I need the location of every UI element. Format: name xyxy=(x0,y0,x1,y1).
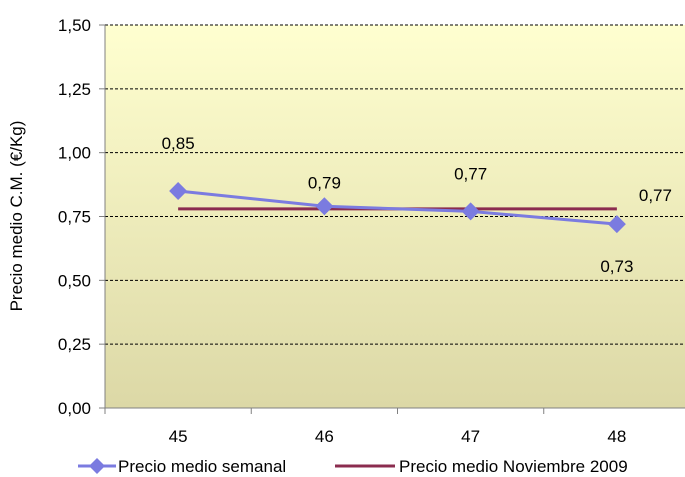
data-point-marker xyxy=(315,197,334,216)
legend-label-semanal: Precio medio semanal xyxy=(118,457,286,476)
gridlines xyxy=(105,24,685,345)
y-tick-label: 1,00 xyxy=(58,144,91,163)
x-tick-label: 45 xyxy=(169,427,188,446)
y-tick-labels: 0,00 0,25 0,50 0,75 1,00 1,25 1,50 xyxy=(58,16,91,418)
legend-marker-diamond xyxy=(89,458,105,474)
x-tick-label: 47 xyxy=(461,427,480,446)
data-label-semanal: 0,85 xyxy=(162,134,195,153)
data-labels: 0,77 0,85 0,79 0,77 0,73 xyxy=(162,134,672,276)
y-tick-label: 0,75 xyxy=(58,208,91,227)
data-label-semanal: 0,79 xyxy=(308,173,341,192)
data-label-semanal: 0,77 xyxy=(454,164,487,183)
data-label-noviembre: 0,77 xyxy=(639,186,672,205)
y-tick-label: 0,25 xyxy=(58,335,91,354)
y-tick-label: 0,50 xyxy=(58,271,91,290)
axes xyxy=(99,24,685,414)
data-label-semanal: 0,73 xyxy=(600,257,633,276)
data-point-marker xyxy=(169,181,188,200)
legend-label-noviembre: Precio medio Noviembre 2009 xyxy=(399,457,628,476)
y-tick-label: 1,50 xyxy=(58,16,91,35)
series-line-semanal xyxy=(177,189,618,226)
data-point-marker xyxy=(607,215,626,234)
y-axis-title: Precio medio C.M. (€/Kg) xyxy=(7,121,26,312)
series xyxy=(169,181,626,234)
y-tick-label: 1,25 xyxy=(58,80,91,99)
x-tick-label: 46 xyxy=(315,427,334,446)
y-tick-label: 0,00 xyxy=(58,399,91,418)
legend: Precio medio semanal Precio medio Noviem… xyxy=(78,457,628,476)
x-tick-label: 48 xyxy=(607,427,626,446)
x-tick-labels: 45 46 47 48 xyxy=(169,427,627,446)
data-point-marker xyxy=(461,202,480,221)
